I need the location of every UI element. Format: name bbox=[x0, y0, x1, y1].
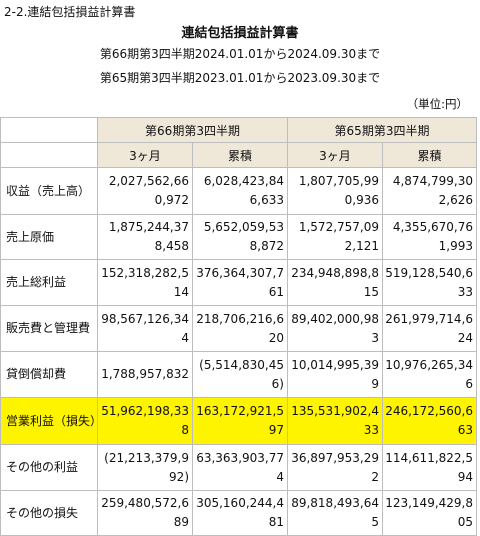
table-cell: 36,897,953,292 bbox=[287, 444, 383, 491]
header-cumulative: 累積 bbox=[382, 142, 477, 168]
row-label: 売上総利益 bbox=[0, 259, 98, 306]
row-label: その他の損失 bbox=[0, 490, 98, 536]
table-cell: 2,027,562,660,972 bbox=[97, 167, 193, 215]
table-cell: 1,572,757,092,121 bbox=[287, 214, 383, 260]
table-cell: (5,514,830,456) bbox=[192, 351, 288, 398]
table-row: 売上原価 1,875,244,378,458 5,652,059,538,872… bbox=[0, 214, 477, 260]
table-cell: 519,128,540,633 bbox=[382, 259, 477, 306]
document-title: 連結包括損益計算書 bbox=[181, 26, 299, 41]
sub-header-row: 3ヶ月 累積 3ヶ月 累積 bbox=[0, 142, 477, 168]
table-cell: 259,480,572,689 bbox=[97, 490, 193, 536]
table-cell: 376,364,307,761 bbox=[192, 259, 288, 306]
table-cell: 1,875,244,378,458 bbox=[97, 214, 193, 260]
header-period-65: 第65期第3四半期 bbox=[287, 117, 477, 143]
row-label: 営業利益（損失） bbox=[0, 397, 102, 445]
table-cell: 163,172,921,597 bbox=[192, 397, 288, 445]
unit-label: （単位:円） bbox=[406, 97, 468, 111]
table-row: 売上総利益 152,318,282,514 376,364,307,761 23… bbox=[0, 259, 477, 306]
period-current: 第66期第3四半期2024.01.01から2024.09.30まで bbox=[99, 47, 381, 61]
header-blank bbox=[0, 142, 98, 168]
table-row: 収益（売上高） 2,027,562,660,972 6,028,423,846,… bbox=[0, 167, 477, 215]
group-header-row: 第66期第3四半期 第65期第3四半期 bbox=[0, 117, 477, 143]
period-previous: 第65期第3四半期2023.01.01から2023.09.30まで bbox=[99, 71, 381, 85]
row-label: 売上原価 bbox=[0, 214, 98, 260]
table-cell: 152,318,282,514 bbox=[97, 259, 193, 306]
row-label: その他の利益 bbox=[0, 444, 98, 491]
table-row: その他の損失 259,480,572,689 305,160,244,481 8… bbox=[0, 490, 477, 536]
header-cumulative: 累積 bbox=[192, 142, 288, 168]
header-period-66: 第66期第3四半期 bbox=[97, 117, 288, 143]
income-statement-table: 第66期第3四半期 第65期第3四半期 3ヶ月 累積 3ヶ月 累積 収益（売上高… bbox=[0, 117, 477, 536]
table-cell: 123,149,429,805 bbox=[382, 490, 477, 536]
table-cell: 4,355,670,761,993 bbox=[382, 214, 477, 260]
table-row: 貸倒償却費 1,788,957,832 (5,514,830,456) 10,0… bbox=[0, 351, 477, 398]
table-cell: 63,363,903,774 bbox=[192, 444, 288, 491]
header-3-months: 3ヶ月 bbox=[287, 142, 383, 168]
table-cell: 51,962,198,338 bbox=[97, 397, 193, 445]
table-cell: 6,028,423,846,633 bbox=[192, 167, 288, 215]
table-cell: 135,531,902,433 bbox=[287, 397, 383, 445]
table-cell: 5,652,059,538,872 bbox=[192, 214, 288, 260]
table-cell: 246,172,560,663 bbox=[382, 397, 477, 445]
table-cell: (21,213,379,992) bbox=[97, 444, 193, 491]
table-row-highlighted: 営業利益（損失） 51,962,198,338 163,172,921,597 … bbox=[0, 397, 477, 445]
table-cell: 234,948,898,815 bbox=[287, 259, 383, 306]
section-title: 2-2.連結包括損益計算書 bbox=[4, 5, 136, 19]
table-cell: 10,976,265,346 bbox=[382, 351, 477, 398]
table-cell: 1,807,705,990,936 bbox=[287, 167, 383, 215]
table-cell: 1,788,957,832 bbox=[97, 351, 193, 398]
row-label: 収益（売上高） bbox=[0, 167, 98, 215]
header-blank bbox=[0, 117, 98, 143]
table-row: その他の利益 (21,213,379,992) 63,363,903,774 3… bbox=[0, 444, 477, 491]
table-cell: 305,160,244,481 bbox=[192, 490, 288, 536]
table-cell: 261,979,714,624 bbox=[382, 305, 477, 352]
table-cell: 218,706,216,620 bbox=[192, 305, 288, 352]
header-3-months: 3ヶ月 bbox=[97, 142, 193, 168]
table-cell: 89,402,000,983 bbox=[287, 305, 383, 352]
table-row: 販売費と管理費 98,567,126,344 218,706,216,620 8… bbox=[0, 305, 477, 352]
table-cell: 98,567,126,344 bbox=[97, 305, 193, 352]
table-cell: 89,818,493,645 bbox=[287, 490, 383, 536]
table-cell: 10,014,995,399 bbox=[287, 351, 383, 398]
table-cell: 114,611,822,594 bbox=[382, 444, 477, 491]
row-label: 貸倒償却費 bbox=[0, 351, 98, 398]
row-label: 販売費と管理費 bbox=[0, 305, 98, 352]
table-cell: 4,874,799,302,626 bbox=[382, 167, 477, 215]
